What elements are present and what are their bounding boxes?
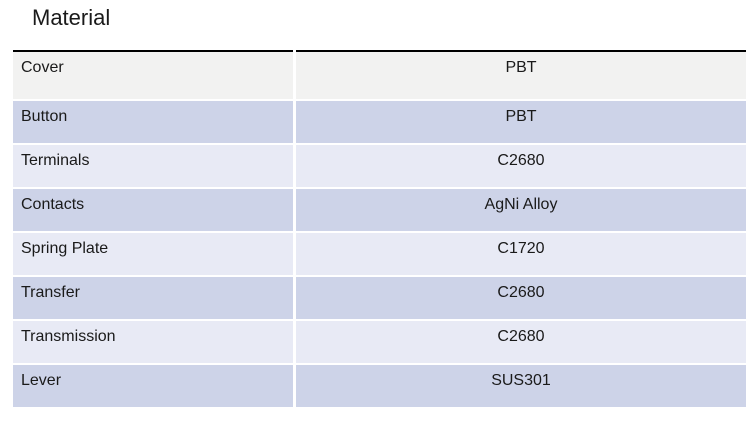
- table-row-label: Contacts: [13, 189, 293, 231]
- page-title: Material: [32, 5, 111, 30]
- table-row-value: C2680: [296, 277, 746, 319]
- table-row-value: C2680: [296, 321, 746, 363]
- table-row-value: AgNi Alloy: [296, 189, 746, 231]
- table-row-label: Cover: [13, 50, 293, 99]
- table-row-label: Terminals: [13, 145, 293, 187]
- table-row-value: SUS301: [296, 365, 746, 407]
- table-row-label: Transfer: [13, 277, 293, 319]
- material-table: Cover PBT Button PBT Terminals C2680 Con…: [13, 50, 746, 407]
- table-row-value: PBT: [296, 50, 746, 99]
- table-row-label: Button: [13, 101, 293, 143]
- table-row-label: Lever: [13, 365, 293, 407]
- table-row-label: Spring Plate: [13, 233, 293, 275]
- table-row-value: C1720: [296, 233, 746, 275]
- table-row-value: PBT: [296, 101, 746, 143]
- table-row-label: Transmission: [13, 321, 293, 363]
- table-row-value: C2680: [296, 145, 746, 187]
